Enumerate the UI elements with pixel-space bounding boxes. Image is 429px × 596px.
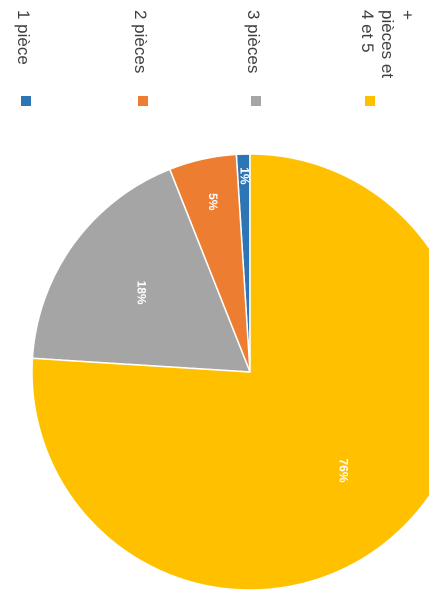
data-label-2: 5% xyxy=(206,193,220,211)
legend-label-2: 2 pièces xyxy=(131,10,150,73)
pie-slices xyxy=(31,153,429,591)
legend-swatch-2 xyxy=(138,96,148,106)
legend-entry-2: 2 pièces xyxy=(131,10,150,106)
pie-data-labels: 1% 5% 18% 76% xyxy=(135,167,351,483)
legend-swatch-3 xyxy=(251,96,261,106)
legend-swatch-4 xyxy=(365,96,375,106)
chart-legend: 1 pièce 2 pièces 3 pièces 4 et 5pièces et+ xyxy=(14,10,417,106)
data-label-3: 18% xyxy=(135,281,149,305)
data-label-1: 1% xyxy=(238,167,252,185)
legend-entry-3: 3 pièces xyxy=(244,10,263,106)
data-label-4: 76% xyxy=(336,458,350,482)
legend-label-4: 4 et 5pièces et+ xyxy=(358,10,417,78)
legend-entry-4: 4 et 5pièces et+ xyxy=(358,10,417,106)
pie-slice-4 xyxy=(31,153,429,591)
legend-label-1: 1 pièce xyxy=(14,10,33,65)
legend-label-3: 3 pièces xyxy=(244,10,263,73)
pie-slice-3 xyxy=(31,168,252,373)
legend-swatch-1 xyxy=(21,96,31,106)
legend-entry-1: 1 pièce xyxy=(14,10,33,106)
